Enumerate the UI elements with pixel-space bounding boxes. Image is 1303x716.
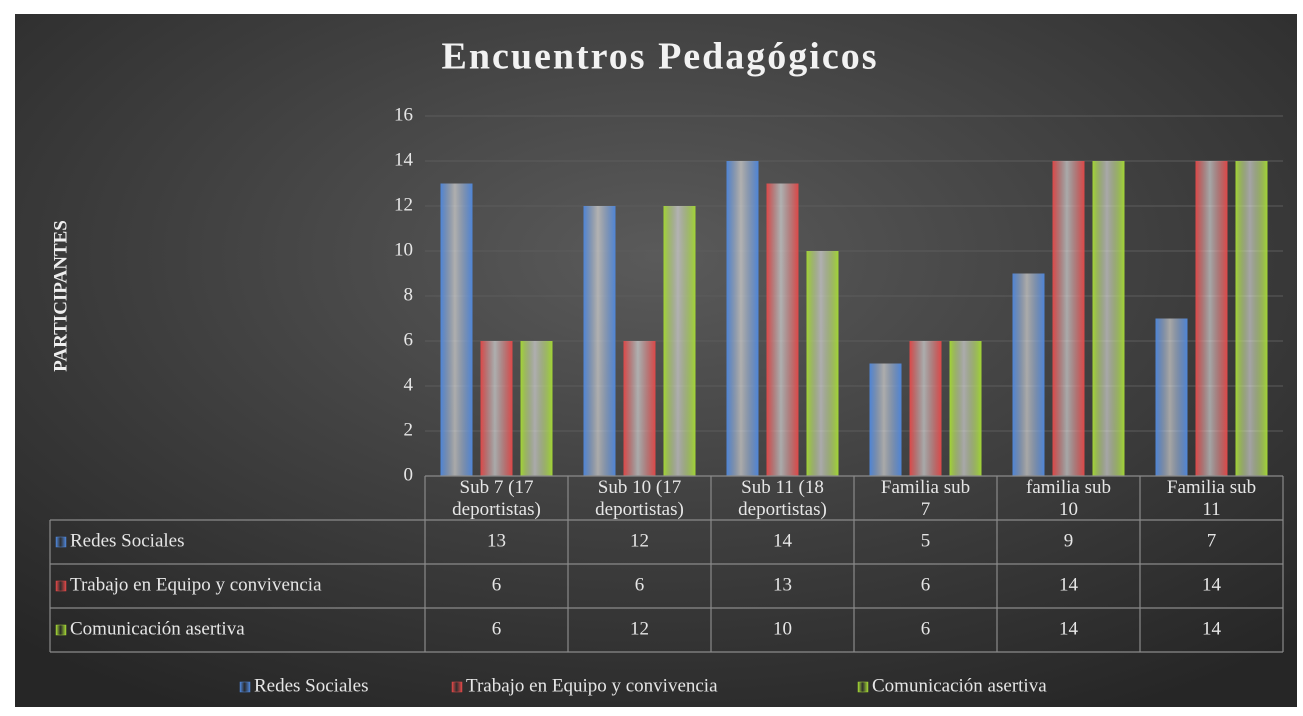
bar	[726, 161, 759, 476]
bar	[1012, 273, 1045, 476]
table-value: 6	[635, 574, 645, 595]
table-value: 14	[1059, 618, 1079, 639]
table-value: 13	[773, 574, 792, 595]
table-row-label: Redes Sociales	[70, 530, 185, 551]
category-cell: Sub 7 (17 deportistas)	[452, 477, 541, 520]
x-tick-label: Sub 10 (17 deportistas)	[595, 477, 684, 520]
bar	[1092, 161, 1125, 476]
legend-swatch	[239, 681, 251, 693]
y-tick-label: 4	[404, 374, 414, 395]
y-tick-label: 10	[394, 239, 413, 260]
x-tick-label: Familia sub 7	[880, 477, 971, 520]
bar	[806, 251, 839, 476]
chart-title: Encuentros Pedagógicos	[441, 36, 878, 78]
legend-swatch	[857, 681, 869, 693]
bar	[909, 341, 942, 476]
x-tick-label: Sub 11 (18 deportistas)	[738, 477, 827, 520]
bar	[949, 341, 982, 476]
bar	[1155, 318, 1188, 476]
x-tick-label: Sub 7 (17 deportistas)	[452, 477, 541, 520]
table-value: 13	[487, 530, 506, 551]
bar	[440, 183, 473, 476]
legend-swatch	[55, 536, 67, 548]
legend-label: Trabajo en Equipo y convivencia	[466, 675, 718, 696]
table-value: 14	[1059, 574, 1079, 595]
bar	[1195, 161, 1228, 476]
bar	[766, 183, 799, 476]
table-value: 6	[492, 574, 502, 595]
category-cell: Familia sub 11	[1166, 477, 1257, 520]
table-value: 6	[921, 618, 931, 639]
category-cell: Sub 11 (18 deportistas)	[738, 477, 827, 520]
table-value: 6	[921, 574, 931, 595]
y-tick-label: 12	[394, 194, 413, 215]
table-value: 7	[1207, 530, 1217, 551]
bar	[869, 363, 902, 476]
bar	[663, 206, 696, 476]
table-row-label: Trabajo en Equipo y convivencia	[70, 574, 322, 595]
category-cell: Sub 10 (17 deportistas)	[595, 477, 684, 520]
table-value: 12	[630, 618, 649, 639]
bar	[1052, 161, 1085, 476]
table-value: 14	[773, 530, 793, 551]
table-value: 12	[630, 530, 649, 551]
table-value: 10	[773, 618, 792, 639]
table-value: 5	[921, 530, 931, 551]
table-value: 14	[1202, 618, 1222, 639]
legend-swatch	[55, 580, 67, 592]
y-tick-label: 0	[404, 464, 414, 485]
y-axis-label: PARTICIPANTES	[50, 220, 71, 372]
bar	[480, 341, 513, 476]
legend-swatch	[451, 681, 463, 693]
table-value: 6	[492, 618, 502, 639]
bar	[520, 341, 553, 476]
y-tick-label: 8	[404, 284, 414, 305]
legend-swatch	[55, 624, 67, 636]
y-tick-label: 6	[404, 329, 414, 350]
x-tick-label: Familia sub 11	[1166, 477, 1257, 520]
legend-label: Comunicación asertiva	[872, 675, 1047, 696]
table-value: 14	[1202, 574, 1222, 595]
legend-label: Redes Sociales	[254, 675, 369, 696]
category-cell: Familia sub 7	[880, 477, 971, 520]
bar	[623, 341, 656, 476]
table-row-label: Comunicación asertiva	[70, 618, 245, 639]
y-tick-label: 2	[404, 419, 414, 440]
bar	[583, 206, 616, 476]
bar	[1235, 161, 1268, 476]
category-cell: familia sub 10	[1026, 477, 1111, 520]
table-value: 9	[1064, 530, 1074, 551]
y-tick-label: 14	[394, 149, 414, 170]
x-tick-label: familia sub 10	[1026, 477, 1111, 520]
y-tick-label: 16	[394, 104, 413, 125]
